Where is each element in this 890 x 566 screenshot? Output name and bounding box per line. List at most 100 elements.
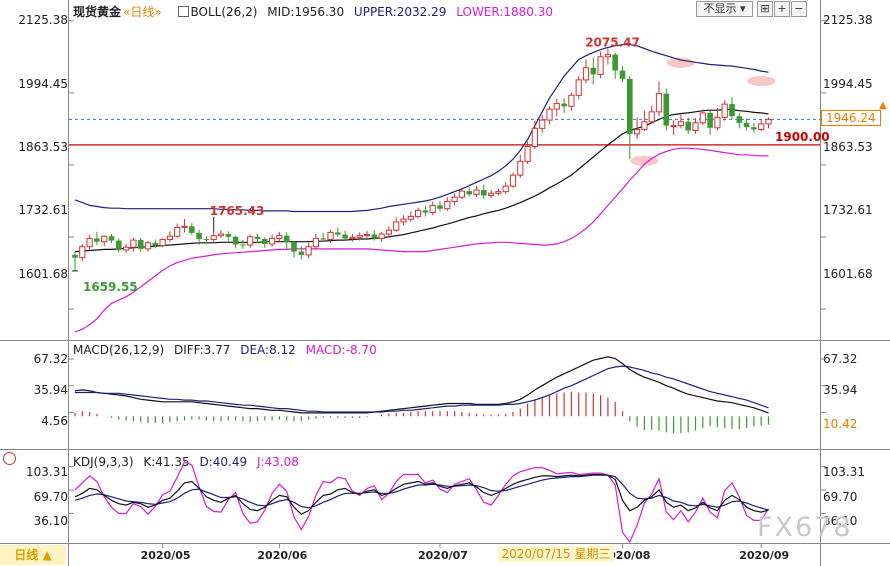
candle-body-4 xyxy=(101,235,108,243)
candle-body-45 xyxy=(400,218,407,223)
panel-divider-2 xyxy=(0,449,890,450)
candle-body-89 xyxy=(721,103,728,118)
y-tick-left-4: 1732.61 xyxy=(18,203,68,217)
macd-diff-line xyxy=(74,356,769,414)
period-tab[interactable]: 日线 ▲ xyxy=(0,545,66,565)
candle-body-21 xyxy=(225,234,232,237)
candle-body-68 xyxy=(568,94,575,107)
y-tick-right-5: 1601.68 xyxy=(823,267,873,281)
candle-body-55 xyxy=(473,189,480,195)
period-label: «日线» xyxy=(123,5,162,19)
crosshair-date-label: 2020/07/15 星期三 xyxy=(498,546,614,562)
macd-tick-right-1: 67.32 xyxy=(823,352,858,366)
x-tick-label-0: 2020/05 xyxy=(141,549,191,562)
boll-mid-value: MID:1956.30 xyxy=(267,5,345,19)
candle-body-49 xyxy=(429,204,436,214)
y-tick-right-4: 1732.61 xyxy=(823,203,873,217)
candle-body-59 xyxy=(502,185,509,193)
candle-body-6 xyxy=(116,240,122,250)
candle-body-24 xyxy=(247,236,254,246)
x-tick-label-4: 2020/09 xyxy=(739,549,789,562)
candle-body-91 xyxy=(736,116,743,123)
candle-body-2 xyxy=(86,237,93,248)
candle-body-51 xyxy=(444,201,451,210)
candle-body-52 xyxy=(451,196,458,203)
candle-body-88 xyxy=(714,116,721,129)
last-price-tag: 1946.24 xyxy=(821,110,881,126)
watermark: FX678 xyxy=(757,512,853,543)
candle-body-65 xyxy=(546,108,553,121)
candle-body-67 xyxy=(561,103,567,107)
candle-body-75 xyxy=(619,70,626,79)
candle-body-46 xyxy=(407,215,414,220)
zoom-in-icon[interactable]: + xyxy=(774,1,790,17)
y-tick-left-2: 1994.45 xyxy=(18,77,68,91)
expand-icon[interactable]: ⊞ xyxy=(757,1,773,17)
candle-body-77 xyxy=(634,128,641,135)
macd-value: MACD:-8.70 xyxy=(305,343,377,357)
candle-body-29 xyxy=(283,235,290,243)
y-tick-right-3: 1863.53 xyxy=(823,140,873,154)
left-axis-border xyxy=(68,0,69,566)
kdj-k-value: K:41.35 xyxy=(143,455,190,469)
candle-body-82 xyxy=(670,125,677,128)
candle-body-23 xyxy=(240,244,246,246)
kdj-k-line xyxy=(74,473,769,515)
candle-body-54 xyxy=(466,191,472,195)
candle-body-74 xyxy=(612,54,618,71)
candle-body-48 xyxy=(422,210,429,213)
y-tick-right-2: 1994.45 xyxy=(823,77,873,91)
candle-body-8 xyxy=(130,239,137,248)
candle-body-58 xyxy=(495,191,502,194)
boll-upper-line xyxy=(74,44,769,213)
candle-body-20 xyxy=(217,233,225,237)
candle-body-72 xyxy=(597,56,604,75)
boll-indicator[interactable]: BOLL(26,2) xyxy=(190,5,258,19)
hide-dropdown[interactable]: 不显示 ▾ xyxy=(696,1,753,17)
hide-dropdown-label: 不显示 xyxy=(703,2,737,15)
bottom-divider xyxy=(0,543,890,544)
candle-body-60 xyxy=(509,174,517,187)
candle-body-1 xyxy=(79,246,86,259)
candle-body-37 xyxy=(342,234,348,239)
candle-body-17 xyxy=(196,232,202,239)
candle-body-43 xyxy=(385,229,392,235)
crosshair-icon[interactable] xyxy=(3,452,16,465)
candle-body-16 xyxy=(189,226,195,233)
low-annotation: 1659.55 xyxy=(83,280,138,294)
macd-indicator[interactable]: MACD(26,12,9) xyxy=(73,343,165,357)
panel-divider-1 xyxy=(0,340,890,341)
support-annotation: 1900.00 xyxy=(775,130,830,144)
candle-body-25 xyxy=(254,236,261,239)
x-tick-label-1: 2020/06 xyxy=(257,549,307,562)
candle-body-56 xyxy=(481,189,487,196)
boll-lower-value: LOWER:1880.30 xyxy=(456,5,554,19)
boll-upper-value: UPPER:2032.29 xyxy=(353,5,447,19)
candle-body-31 xyxy=(298,251,305,255)
candle-body-12 xyxy=(159,239,166,247)
last-price-arrow-icon: ▲ xyxy=(879,100,887,111)
candle-body-78 xyxy=(641,121,648,130)
y-tick-left-5: 1601.68 xyxy=(18,267,68,281)
kdj-indicator[interactable]: KDJ(9,3,3) xyxy=(73,455,134,469)
boll-settings-icon[interactable] xyxy=(177,6,189,17)
candle-body-47 xyxy=(415,209,422,217)
candle-body-83 xyxy=(677,121,684,127)
candle-body-33 xyxy=(312,237,319,248)
candle-body-35 xyxy=(327,231,334,241)
kdj-header: KDJ(9,3,3) K:41.35 D:40.49 J:43.08 xyxy=(73,455,305,469)
kdj-tick-left-2: 69.70 xyxy=(33,490,68,504)
candle-body-50 xyxy=(437,205,443,209)
candle-body-10 xyxy=(144,242,152,250)
candle-body-26 xyxy=(262,238,268,244)
y-tick-left-1: 2125.38 xyxy=(18,13,68,27)
candle-body-90 xyxy=(729,104,735,117)
candle-body-94 xyxy=(758,123,765,130)
chevron-down-icon: ▾ xyxy=(736,2,746,15)
candle-body-14 xyxy=(174,226,181,237)
boll-mid-line xyxy=(74,109,769,253)
candle-body-93 xyxy=(751,127,757,130)
candle-body-73 xyxy=(604,54,611,58)
zoom-out-icon[interactable]: − xyxy=(791,1,807,17)
